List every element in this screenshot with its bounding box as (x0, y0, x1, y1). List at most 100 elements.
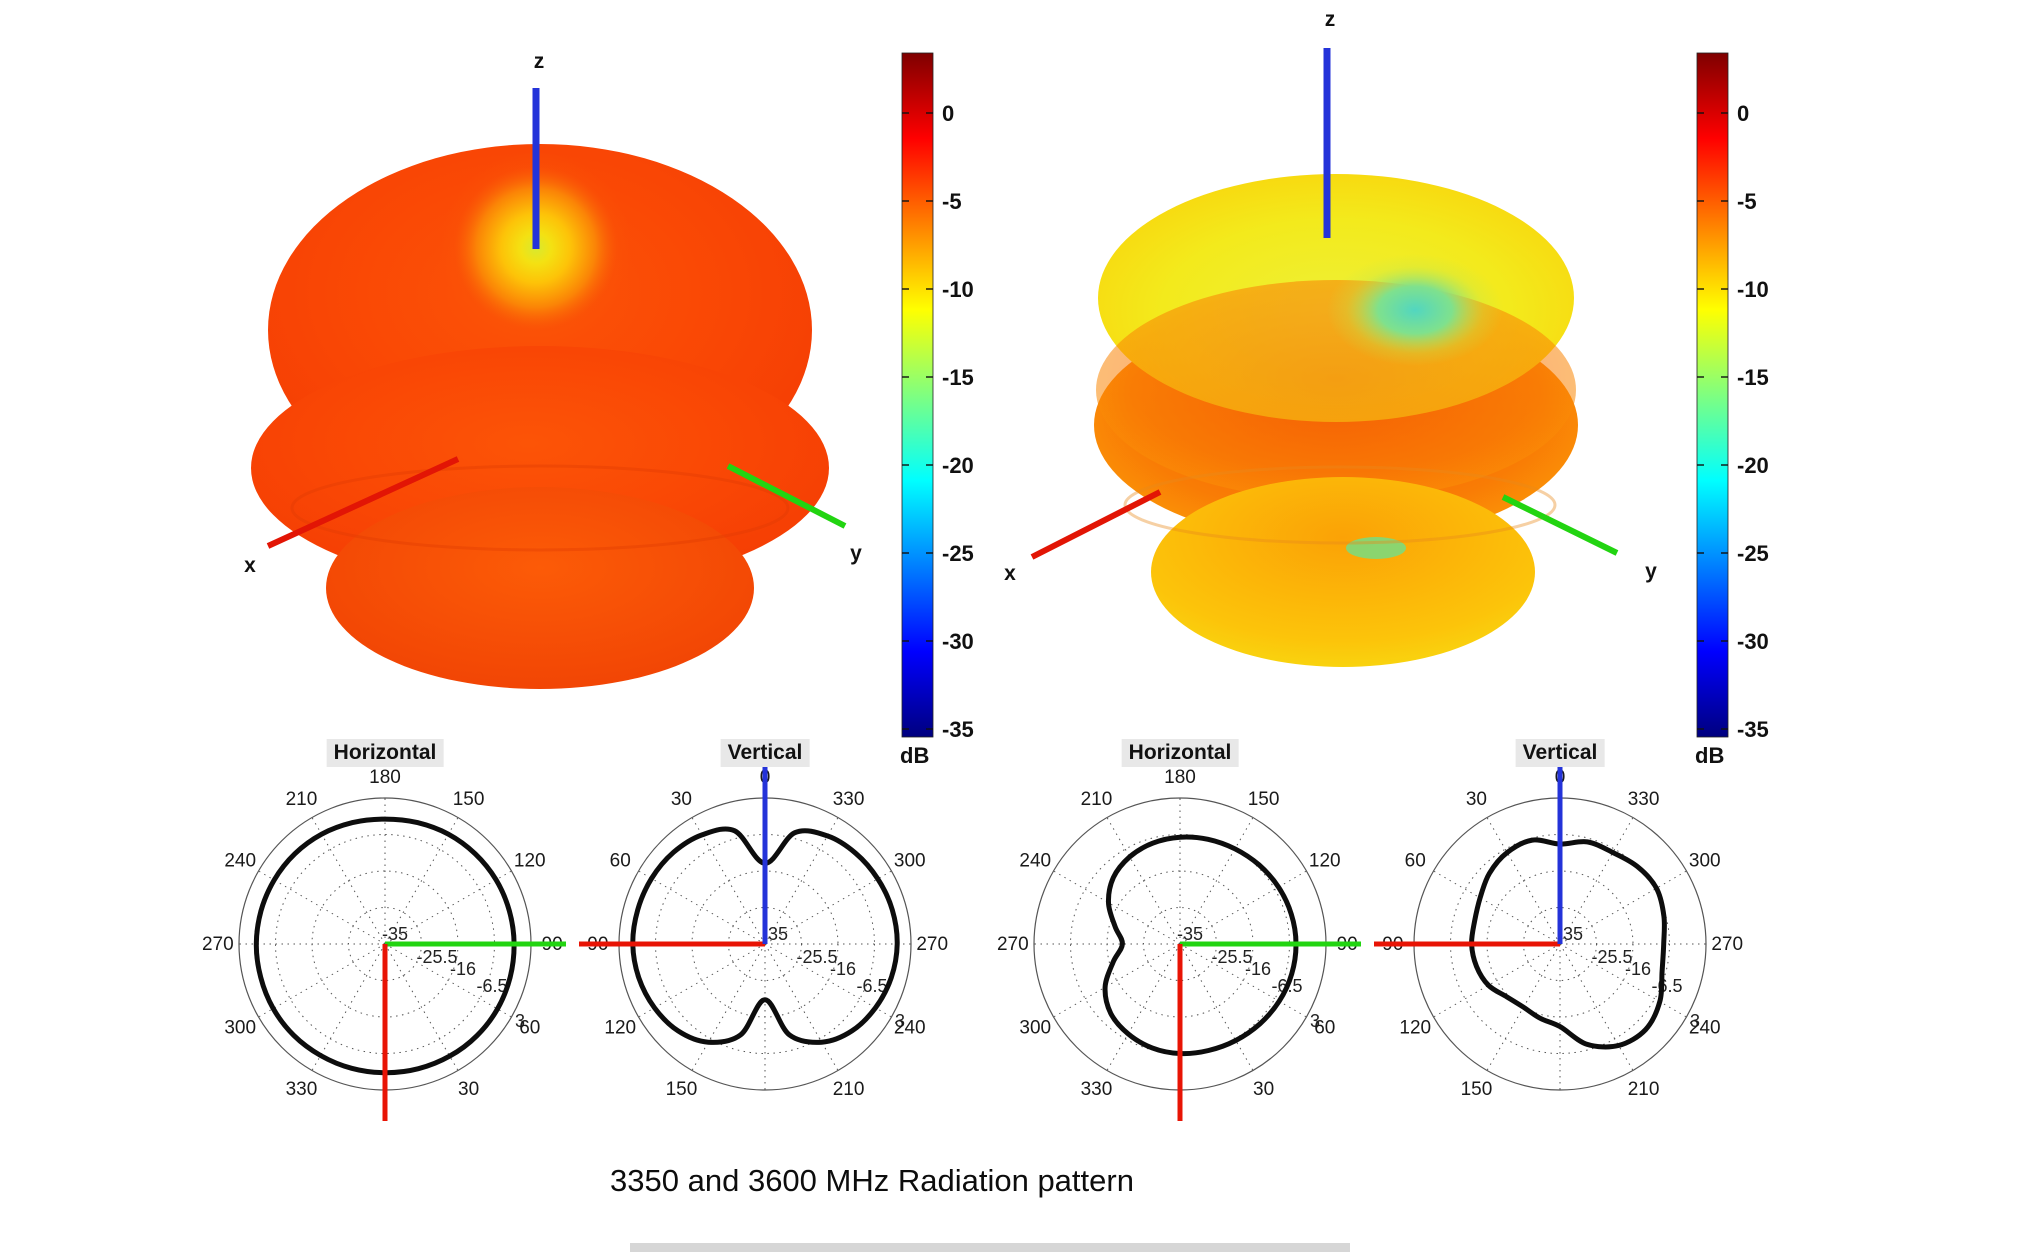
radial-tick-label: -35 (382, 924, 408, 944)
angle-tick-label: 330 (1628, 789, 1660, 810)
radiation-pattern-curve (630, 826, 900, 1045)
polar-grid-spoke (1559, 943, 1687, 1018)
radial-tick-label: -25.5 (416, 947, 457, 967)
polar-grid-spoke (1559, 817, 1634, 945)
radial-tick-label: -6.5 (856, 976, 887, 996)
polar-grid-spoke (764, 870, 892, 945)
colorbar-3600: 0 -5 -10 -15 -20 -25 -30 -35 dB (1695, 52, 1769, 768)
colorbar-tick-label: -15 (1737, 365, 1769, 390)
angle-tick-label: 240 (1689, 1018, 1721, 1039)
colorbars: 0 -5 -10 -15 -20 -25 -30 -35 dB 0 -5 -10 -15 -20 -25 -3… (900, 52, 1769, 768)
polar-plots: -35-25.5-16-6.53306090120150180210240270… (202, 763, 1743, 1121)
colorbar-tick-label: -5 (942, 189, 962, 214)
radial-tick-label: -6.5 (1651, 976, 1682, 996)
colorbar-tick-label: -20 (1737, 453, 1769, 478)
polar-grid-spoke (1559, 870, 1687, 945)
angle-tick-label: 60 (1314, 1018, 1335, 1039)
colorbar-tick-label: -25 (942, 541, 974, 566)
colorbar-gradient (1696, 52, 1729, 738)
colorbar-3350: 0 -5 -10 -15 -20 -25 -30 -35 dB (900, 52, 974, 768)
blob-3600-crease (1123, 465, 1557, 545)
polar-grid-circle (655, 834, 875, 1054)
angle-tick-label: 270 (202, 934, 234, 955)
z-axis-label: z (534, 50, 545, 73)
polar-grid-spoke (1106, 943, 1181, 1071)
radial-tick-label: 3 (1690, 1011, 1700, 1031)
polar-vertical-3350: -35-25.5-16-6.53030609012015021024027030… (579, 763, 948, 1100)
blob-3600-bottom-lobe (1151, 477, 1535, 667)
colorbar-tick-label: 0 (1737, 101, 1749, 126)
angle-tick-label: 330 (286, 1079, 318, 1100)
polar-grid-spoke (258, 943, 386, 1018)
radial-tick-label: -35 (1557, 924, 1583, 944)
radial-tick-label: 3 (515, 1011, 525, 1031)
radiation-blob-3600 (1094, 174, 1578, 667)
angle-tick-label: 60 (610, 850, 631, 871)
angle-tick-label: 210 (1081, 789, 1113, 810)
angle-tick-label: 120 (1399, 1018, 1431, 1039)
angle-tick-label: 300 (224, 1018, 256, 1039)
angle-tick-label: 30 (1253, 1079, 1274, 1100)
polar-grid-spoke (1053, 870, 1181, 945)
colorbar-unit-label: dB (900, 743, 929, 768)
axes-3600: z x y (1004, 8, 1657, 585)
radial-tick-label: -16 (1625, 959, 1651, 979)
angle-tick-label: 120 (514, 850, 546, 871)
colorbar-tick-label: -10 (942, 277, 974, 302)
angle-tick-label: 150 (666, 1079, 698, 1100)
axes-3350: z x y (244, 50, 862, 577)
x-axis-line (266, 456, 460, 549)
polar-horizontal-3600: -35-25.5-16-6.53306090120150180210240270… (997, 767, 1361, 1121)
polar-grid-spoke (1559, 943, 1634, 1071)
x-axis-label: x (244, 554, 256, 577)
polar-grid-spoke (638, 870, 766, 945)
angle-tick-label: 180 (1164, 767, 1196, 788)
polar-grid-spoke (1179, 943, 1254, 1071)
colorbar-gradient (901, 52, 934, 738)
angle-tick-label: 210 (1628, 1079, 1660, 1100)
colorbar-tick-label: -10 (1737, 277, 1769, 302)
polar-grid-spoke (1106, 817, 1181, 945)
polar-grid-spoke (384, 943, 512, 1018)
radial-tick-label: -16 (1245, 959, 1271, 979)
colorbar-tick-label: -35 (942, 717, 974, 742)
polar-grid-spoke (1179, 817, 1254, 945)
blob-3350-bottom-lobe (326, 487, 754, 689)
radial-tick-label: -35 (762, 924, 788, 944)
z-axis-label: z (1325, 8, 1336, 31)
radiation-pattern-curve (253, 816, 517, 1076)
colorbar-tick-label: -30 (942, 629, 974, 654)
y-axis-label: y (1645, 560, 1657, 583)
polar-title-horizontal-3600: Horizontal (1121, 739, 1239, 767)
angle-tick-label: 120 (1309, 850, 1341, 871)
polar-grid-spoke (311, 943, 386, 1071)
polar-grid-spoke (691, 817, 766, 945)
colorbar-tick-label: 0 (942, 101, 954, 126)
polar-grid-spoke (384, 817, 459, 945)
polar-grid-circle (1450, 834, 1670, 1054)
polar-title-horizontal-3350: Horizontal (326, 739, 444, 767)
angle-tick-label: 210 (833, 1079, 865, 1100)
polar-grid-spoke (1053, 943, 1181, 1018)
x-axis-line (1030, 489, 1162, 560)
blob-3350-crease (290, 464, 790, 552)
colorbar-tick-label: -35 (1737, 717, 1769, 742)
polar-title-vertical-3600: Vertical (1515, 739, 1605, 767)
angle-tick-label: 150 (1248, 789, 1280, 810)
radial-tick-label: -25.5 (1591, 947, 1632, 967)
angle-tick-label: 300 (894, 850, 926, 871)
colorbar-unit-label: dB (1695, 743, 1724, 768)
polar-grid-spoke (311, 817, 386, 945)
polar-grid-spoke (1433, 943, 1561, 1018)
y-axis-line (1501, 494, 1619, 556)
colorbar-tick-label: -25 (1737, 541, 1769, 566)
radial-tick-label: -16 (830, 959, 856, 979)
angle-tick-label: 240 (894, 1018, 926, 1039)
y-axis-label: y (850, 542, 862, 565)
angle-tick-label: 150 (1461, 1079, 1493, 1100)
radial-tick-label: -25.5 (796, 947, 837, 967)
polar-grid-spoke (764, 943, 892, 1018)
polar-vertical-3600: -35-25.5-16-6.53030609012015021024027030… (1374, 763, 1743, 1100)
